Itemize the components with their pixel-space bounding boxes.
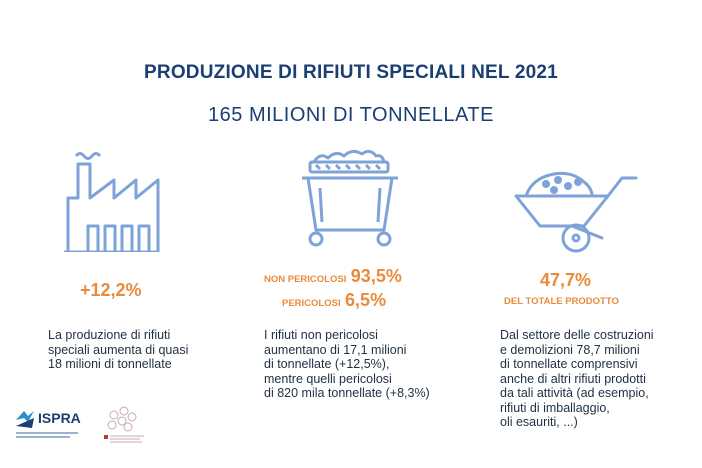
hazardous-value: 6,5% (345, 290, 387, 310)
ispra-logo-text: ISPRA (38, 410, 81, 426)
non-hazardous-value: 93,5% (350, 266, 402, 286)
description-hazardous: I rifiuti non pericolosi aumentano di 17… (264, 328, 430, 400)
factory-icon (64, 152, 160, 252)
ispra-mark-icon (16, 411, 34, 428)
wheelbarrow-icon (514, 171, 638, 253)
description-construction: Dal settore delle costruzioni e demolizi… (500, 328, 654, 429)
stat-construction-share: 47,7% (540, 270, 592, 290)
description-production: La produzione di rifiuti speciali aument… (48, 328, 189, 371)
hazardous-label: PERICOLOSI (282, 298, 341, 309)
non-hazardous-row: NON PERICOLOSI 93,5% (264, 266, 402, 287)
snpa-logo-icon (104, 406, 144, 443)
stat-production-increase: +12,2% (80, 280, 142, 300)
page-title: PRODUZIONE DI RIFIUTI SPECIALI NEL 2021 (144, 62, 558, 83)
dumpster-icon (302, 149, 398, 247)
non-hazardous-label: NON PERICOLOSI (264, 274, 347, 285)
page-subtitle: 165 MILIONI DI TONNELLATE (208, 104, 494, 126)
ispra-logo: ISPRA (14, 408, 86, 440)
hazardous-row: PERICOLOSI 6,5% (282, 290, 386, 311)
stat-construction-caption: DEL TOTALE PRODOTTO (504, 296, 619, 307)
